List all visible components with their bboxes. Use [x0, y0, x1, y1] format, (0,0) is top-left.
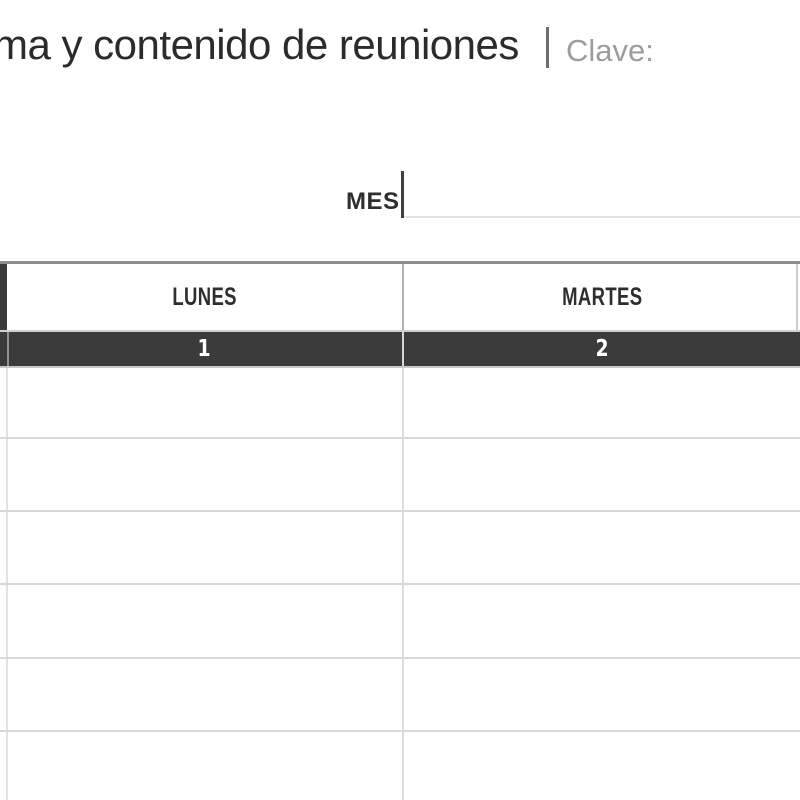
mes-field-caret: [401, 171, 404, 218]
day-header-label: LUNES: [172, 282, 237, 311]
day-header-martes: MARTES: [404, 264, 800, 330]
table-top-border: [0, 261, 800, 264]
date-number: 2: [595, 336, 609, 362]
page-title: ma y contenido de reuniones: [0, 21, 519, 68]
clave-label: Clave:: [566, 33, 654, 68]
day-header-lunes: LUNES: [7, 264, 402, 330]
cell-divider: [402, 332, 404, 366]
header-bottom-border: [0, 330, 800, 332]
column-divider: [402, 264, 404, 330]
date-number: 1: [197, 336, 212, 362]
mes-input-line[interactable]: [404, 216, 800, 218]
row-divider: [0, 510, 800, 512]
mes-label: MES: [346, 188, 400, 215]
row-divider: [0, 583, 800, 585]
date-number-band: 1 2: [0, 332, 800, 366]
day-header-row: [0, 264, 800, 330]
left-column-sliver: [0, 264, 7, 330]
row-divider: [0, 657, 800, 659]
row-divider: [0, 730, 800, 732]
date-number-martes: 2: [404, 332, 800, 366]
calendar-table: LUNES MARTES 1 2: [0, 261, 800, 800]
column-divider-right-edge: [796, 264, 798, 330]
title-separator-bar: [546, 27, 549, 68]
day-header-label: MARTES: [561, 282, 643, 311]
band-bottom-border: [0, 366, 800, 368]
cell-divider: [7, 332, 9, 366]
date-number-lunes: 1: [7, 332, 402, 366]
row-divider: [0, 437, 800, 439]
